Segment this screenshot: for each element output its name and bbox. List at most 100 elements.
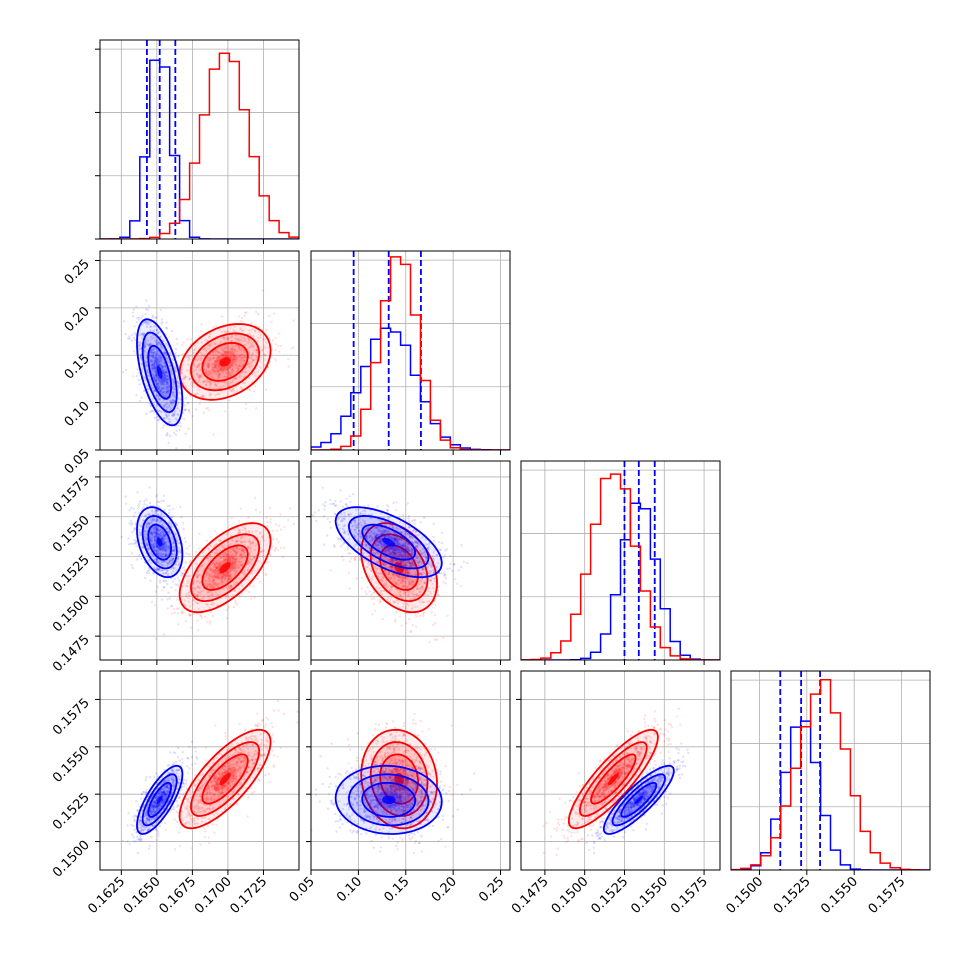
- sample-point: [178, 421, 182, 425]
- sample-point: [242, 329, 245, 332]
- sample-point: [253, 348, 256, 352]
- sample-point: [244, 530, 248, 534]
- sample-point: [181, 344, 184, 347]
- sample-point: [386, 547, 389, 550]
- sample-point: [222, 336, 226, 339]
- sample-point: [156, 342, 159, 346]
- sample-point: [410, 581, 413, 584]
- sample-point: [246, 341, 250, 344]
- sample-point: [388, 566, 392, 569]
- sample-point: [175, 569, 178, 572]
- sample-point: [216, 381, 219, 384]
- sample-point: [212, 571, 215, 574]
- sample-point: [229, 567, 232, 570]
- sample-point: [209, 568, 212, 572]
- sample-point: [160, 537, 164, 540]
- sample-point: [158, 548, 161, 551]
- sample-point: [392, 558, 395, 561]
- sample-point: [221, 583, 224, 586]
- sample-point: [360, 536, 363, 539]
- sample-point: [131, 315, 135, 318]
- sample-point: [182, 363, 185, 367]
- sample-point: [153, 603, 157, 607]
- sample-point: [152, 518, 155, 521]
- sample-point: [252, 358, 255, 362]
- sample-point: [214, 551, 217, 554]
- sample-point: [390, 596, 393, 599]
- sample-point: [242, 551, 245, 554]
- sample-point: [208, 347, 211, 351]
- sample-point: [200, 353, 204, 356]
- sample-point: [185, 595, 188, 598]
- sample-point: [130, 564, 133, 567]
- sample-point: [419, 588, 423, 591]
- sample-point: [395, 555, 399, 558]
- sample-point: [380, 544, 384, 547]
- sample-point: [254, 371, 257, 374]
- sample-point: [196, 341, 199, 344]
- sample-point: [260, 535, 263, 538]
- sample-point: [379, 587, 382, 590]
- sample-point: [156, 568, 160, 572]
- sample-point: [180, 515, 183, 519]
- sample-point: [238, 353, 241, 357]
- sample-point: [374, 581, 378, 584]
- sample-point: [151, 387, 154, 390]
- sample-point: [137, 316, 141, 319]
- sample-point: [423, 516, 426, 519]
- sample-point: [407, 594, 410, 597]
- sample-point: [198, 362, 201, 366]
- sample-point: [243, 370, 247, 374]
- sample-point: [397, 538, 400, 541]
- sample-point: [195, 575, 199, 578]
- sample-point: [229, 355, 233, 358]
- sample-point: [143, 529, 146, 532]
- sample-point: [234, 344, 237, 347]
- sample-point: [155, 509, 159, 512]
- sample-point: [152, 364, 155, 367]
- sample-point: [209, 611, 213, 614]
- panel-3-2: [521, 671, 720, 870]
- sample-point: [217, 559, 220, 562]
- sample-point: [213, 381, 216, 384]
- sample-point: [225, 331, 229, 334]
- sample-point: [394, 552, 397, 555]
- sample-point: [187, 575, 190, 578]
- sample-point: [165, 378, 168, 382]
- sample-point: [364, 522, 367, 525]
- sample-point: [271, 529, 274, 533]
- sample-point: [132, 375, 135, 378]
- sample-point: [160, 537, 163, 540]
- sample-point: [401, 549, 405, 552]
- sample-point: [218, 564, 221, 568]
- sample-point: [154, 378, 157, 381]
- sample-point: [222, 587, 225, 591]
- sample-point: [143, 345, 146, 348]
- sample-point: [146, 384, 149, 388]
- sample-point: [211, 367, 214, 370]
- sample-point: [228, 388, 232, 391]
- sample-point: [221, 352, 224, 356]
- sample-point: [156, 545, 159, 549]
- sample-point: [241, 555, 244, 559]
- sample-point: [397, 591, 400, 594]
- sample-point: [170, 572, 173, 575]
- sample-point: [397, 539, 400, 542]
- sample-point: [157, 568, 160, 571]
- sample-point: [217, 376, 221, 379]
- contour-line: [178, 522, 272, 614]
- sample-point: [163, 533, 166, 536]
- sample-point: [162, 560, 166, 564]
- sample-point: [208, 578, 211, 581]
- sample-point: [154, 370, 157, 373]
- sample-point: [156, 343, 159, 346]
- sample-point: [416, 605, 419, 608]
- sample-point: [211, 362, 214, 365]
- sample-point: [170, 401, 173, 404]
- sample-point: [234, 552, 237, 555]
- sample-point: [199, 593, 202, 596]
- sample-point: [250, 342, 253, 346]
- sample-point: [160, 364, 164, 367]
- sample-point: [150, 536, 153, 539]
- sample-point: [165, 387, 169, 390]
